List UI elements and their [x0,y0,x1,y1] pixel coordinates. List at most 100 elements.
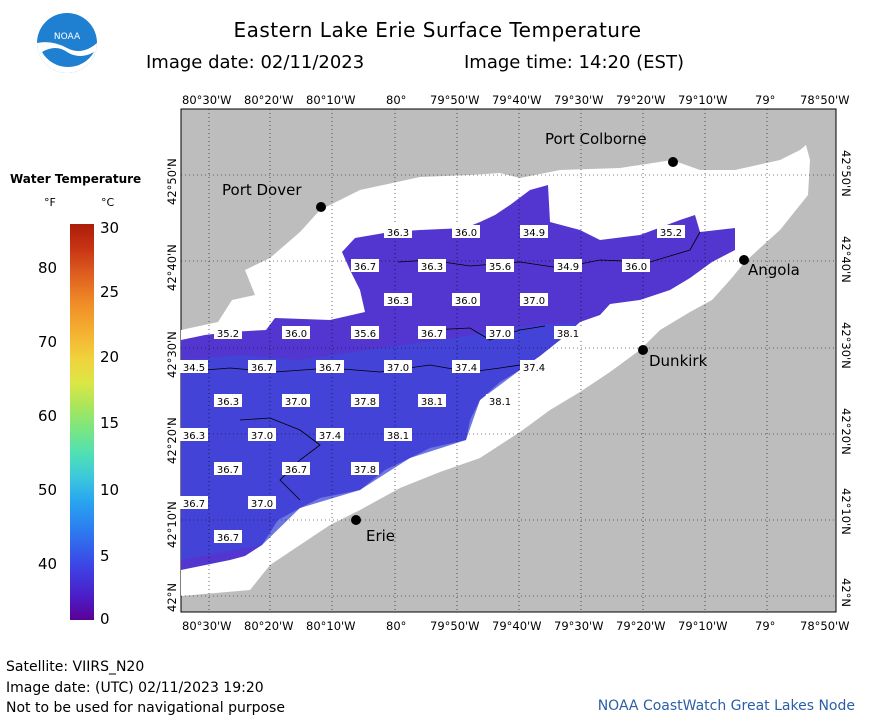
top-lon-label: 80°30'W [182,93,232,107]
temp-label: 34.9 [523,228,545,239]
top-lon-label: 78°50'W [800,93,850,107]
temp-label: 34.9 [557,262,579,273]
temp-label: 35.2 [217,329,239,340]
temp-label-box [384,293,412,306]
top-lon-label: 80°10'W [306,93,356,107]
c-tick: 25 [100,283,120,301]
temp-label-box [418,259,446,272]
c-tick: 30 [100,219,120,237]
temp-label-box [384,225,412,238]
temp-label: 36.7 [421,329,443,340]
temp-label: 36.3 [421,262,443,273]
temp-label: 37.4 [455,363,477,374]
bottom-lon-label: 79°40'W [492,619,542,633]
legend-title: Water Temperature [10,172,142,186]
right-lat-label: 42°10'N [839,488,853,535]
top-lon-label: 79°40'W [492,93,542,107]
temp-label-box [452,360,480,373]
temp-label-box [214,462,242,475]
bottom-lon-label: 78°50'W [800,619,850,633]
temp-label-box [520,225,548,238]
temp-label: 37.8 [354,397,376,408]
temp-label-box [351,326,379,339]
top-lon-label: 79°10'W [678,93,728,107]
temp-label-box [418,394,446,407]
axis-labels: 80°30'W 80°20'W 80°10'W 80° 79°50'W 79°4… [165,93,853,633]
f-tick: 50 [38,481,58,499]
bottom-lon-label: 79°30'W [554,619,604,633]
legend-unit-c: °C [101,196,115,209]
temp-label-box [486,326,514,339]
temp-label: 37.4 [523,363,545,374]
bottom-lon-label: 79°50'W [430,619,480,633]
temp-label-box [554,326,582,339]
temp-label-box [384,360,412,373]
temp-label-box [282,326,310,339]
temp-label: 37.0 [251,431,273,442]
bottom-lon-label: 79°10'W [678,619,728,633]
left-lat-label: 42°40'N [165,244,179,291]
place-markers [316,157,749,525]
temp-label: 36.0 [625,262,647,273]
temp-label: 37.4 [319,431,341,442]
temp-label: 36.3 [387,296,409,307]
temp-label-box [351,462,379,475]
place-label: Erie [366,527,395,545]
temp-label: 36.7 [319,363,341,374]
temp-label-box [351,394,379,407]
angola-marker [739,255,749,265]
bottom-lon-label: 80°10'W [306,619,356,633]
f-tick: 40 [38,555,58,573]
left-lat-label: 42°50'N [165,158,179,205]
temp-label: 35.6 [354,329,376,340]
port-dover-marker [316,202,326,212]
left-lat-label: 42°30'N [165,331,179,378]
temp-label: 37.0 [523,296,545,307]
right-lat-label: 42°50'N [839,150,853,197]
temp-label-box [282,394,310,407]
right-lat-label: 42°20'N [839,408,853,455]
temp-label-box [351,259,379,272]
place-label: Port Colborne [545,130,647,148]
satellite-info: Satellite: VIIRS_N20 [6,659,145,675]
top-lon-label: 80° [386,93,406,107]
temp-label: 38.1 [421,397,443,408]
temp-label-box [180,496,208,509]
temp-label-box [214,326,242,339]
navigation-disclaimer: Not to be used for navigational purpose [6,700,285,716]
temp-label: 37.0 [285,397,307,408]
temp-label-box [452,225,480,238]
top-lon-label: 79°50'W [430,93,480,107]
temp-label-box [486,394,514,407]
top-lon-label: 79° [755,93,775,107]
temp-label: 36.7 [354,262,376,273]
temp-label: 38.1 [557,329,579,340]
temp-label-box [180,428,208,441]
temp-label: 37.0 [387,363,409,374]
source-node: NOAA CoastWatch Great Lakes Node [597,698,855,714]
right-lat-label: 42°N [839,578,853,607]
temp-label: 35.6 [489,262,511,273]
temp-label-box [282,462,310,475]
temp-label-box [316,428,344,441]
c-tick: 0 [100,610,110,628]
temp-label: 36.7 [285,465,307,476]
temp-label: 36.3 [183,431,205,442]
temp-label: 37.8 [354,465,376,476]
temp-label-box [248,428,276,441]
temp-label-box [214,394,242,407]
left-lat-label: 42°10'N [165,501,179,548]
noaa-logo: NOAA [37,13,97,73]
bottom-lon-label: 79° [755,619,775,633]
erie-marker [351,515,361,525]
top-lon-label: 80°20'W [244,93,294,107]
c-tick: 10 [100,481,120,499]
temp-label: 36.0 [455,296,477,307]
warm-region [181,322,580,560]
temp-label-box [554,259,582,272]
temp-label: 36.7 [217,465,239,476]
c-tick: 20 [100,348,120,366]
f-tick: 70 [38,333,58,351]
right-lat-label: 42°40'N [839,236,853,283]
